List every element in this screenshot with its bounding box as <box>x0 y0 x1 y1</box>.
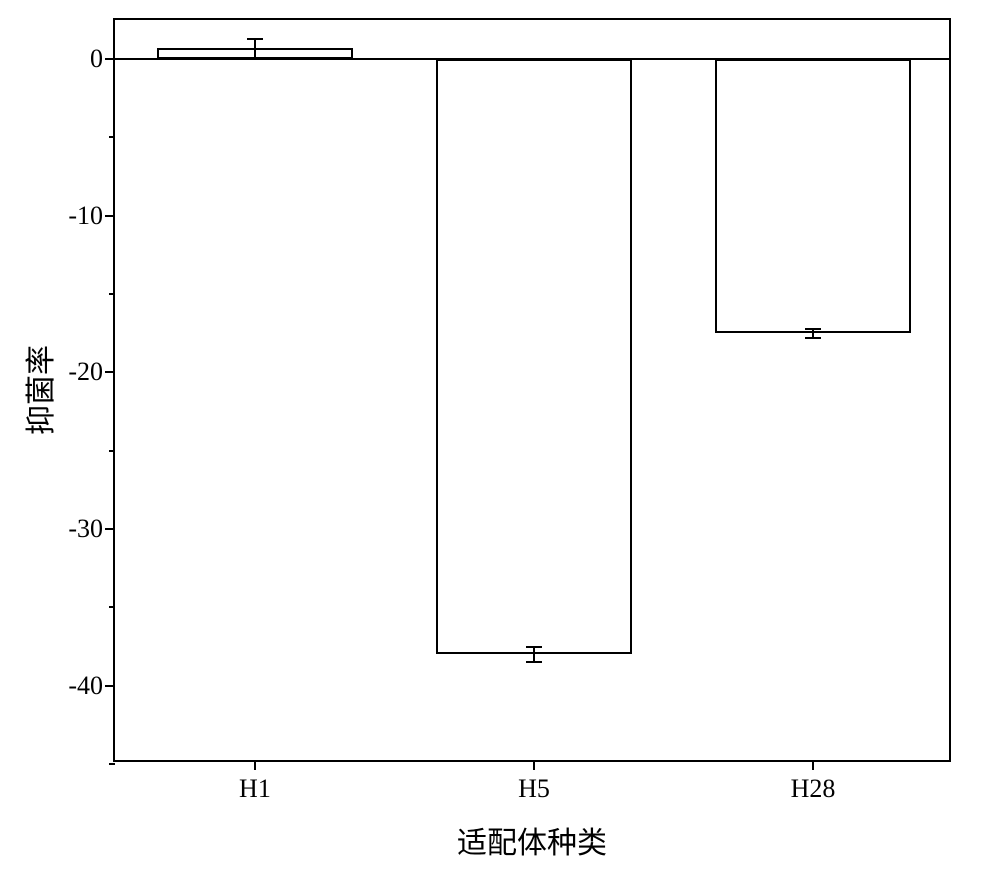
y-tick-major <box>105 371 115 373</box>
y-tick-minor <box>109 606 115 608</box>
bar <box>715 59 911 333</box>
y-tick-minor <box>109 136 115 138</box>
error-bar-stem <box>533 647 535 663</box>
error-bar-cap <box>247 57 263 59</box>
x-tick-label: H5 <box>518 774 550 804</box>
y-tick-minor <box>109 450 115 452</box>
x-axis-title: 适配体种类 <box>457 818 607 862</box>
bar-chart: -40-30-20-100H1H5H28 抑菌率 适配体种类 <box>0 0 1000 871</box>
error-bar-cap <box>805 337 821 339</box>
y-tick-label: -30 <box>68 514 103 544</box>
error-bar-cap <box>526 646 542 648</box>
y-tick-major <box>105 58 115 60</box>
x-tick-label: H1 <box>239 774 271 804</box>
y-tick-label: -20 <box>68 357 103 387</box>
y-tick-major <box>105 685 115 687</box>
bar <box>436 59 632 654</box>
y-tick-label: -40 <box>68 671 103 701</box>
error-bar-cap <box>247 38 263 40</box>
error-bar-stem <box>254 39 256 58</box>
error-bar-cap <box>526 661 542 663</box>
y-tick-label: -10 <box>68 201 103 231</box>
y-tick-major <box>105 215 115 217</box>
x-tick-major <box>254 760 256 770</box>
y-tick-label: 0 <box>90 44 103 74</box>
y-axis-title: 抑菌率 <box>16 345 60 435</box>
error-bar-cap <box>805 328 821 330</box>
y-tick-major <box>105 528 115 530</box>
x-tick-label: H28 <box>791 774 836 804</box>
y-tick-minor <box>109 763 115 765</box>
x-tick-major <box>533 760 535 770</box>
plot-area: -40-30-20-100H1H5H28 <box>113 18 951 762</box>
x-tick-major <box>812 760 814 770</box>
y-tick-minor <box>109 293 115 295</box>
